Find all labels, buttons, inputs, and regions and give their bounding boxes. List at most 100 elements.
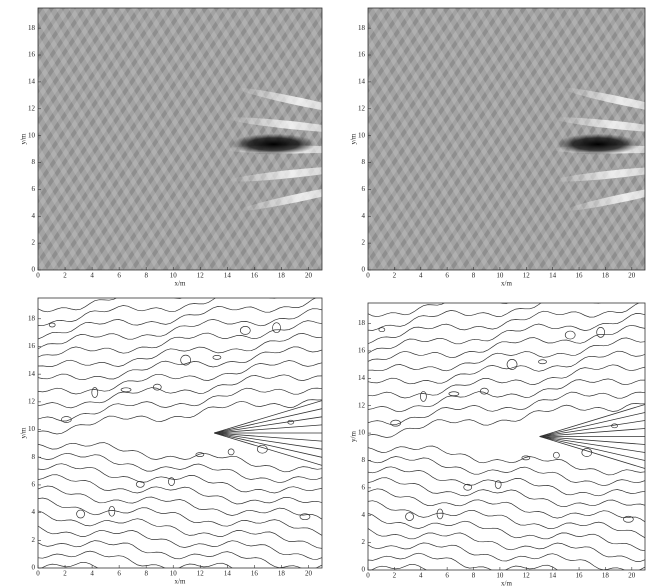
x-tick-label: 12 — [197, 570, 205, 578]
y-tick-label: 4 — [362, 212, 366, 220]
y-tick-label: 10 — [358, 429, 366, 437]
x-tick-label: 14 — [224, 570, 232, 578]
y-tick-label: 12 — [28, 397, 36, 405]
x-tick-label: 4 — [90, 272, 94, 280]
x-tick-label: 6 — [445, 272, 449, 280]
x-tick-label: 8 — [144, 272, 148, 280]
y-tick-label: 6 — [32, 185, 36, 193]
x-tick-label: 14 — [224, 272, 232, 280]
x-tick-label: 4 — [419, 272, 423, 280]
y-tick-label: 14 — [358, 374, 366, 382]
x-tick-label: 8 — [144, 570, 148, 578]
x-tick-label: 2 — [393, 272, 397, 280]
field — [368, 8, 653, 270]
x-tick-label: 20 — [628, 272, 636, 280]
y-tick-label: 14 — [28, 370, 36, 378]
y-tick-label: 8 — [362, 456, 366, 464]
x-tick-label: 10 — [496, 272, 504, 280]
y-tick-label: 18 — [358, 319, 366, 327]
x-tick-label: 16 — [251, 570, 259, 578]
y-tick-label: 4 — [32, 212, 36, 220]
y-tick-label: 6 — [32, 481, 36, 489]
x-tick-label: 6 — [117, 272, 121, 280]
y-tick-label: 0 — [362, 266, 366, 274]
x-axis-label: x/m — [501, 280, 512, 288]
x-tick-label: 8 — [472, 272, 476, 280]
panel: 0 2 4 6 8 10 12 14 16 18 20 0 2 4 6 8 10 12 14 16 18 x/m y/m — [350, 8, 653, 288]
y-tick-label: 18 — [358, 24, 366, 32]
panel: 0 2 4 6 8 10 12 14 16 18 20 0 2 4 6 8 10 12 14 16 18 x/m y/m — [20, 278, 322, 588]
y-tick-label: 6 — [362, 185, 366, 193]
x-tick-label: 6 — [117, 570, 121, 578]
y-tick-label: 12 — [358, 401, 366, 409]
y-tick-label: 16 — [358, 51, 366, 59]
y-tick-label: 2 — [32, 239, 36, 247]
x-tick-label: 14 — [549, 272, 557, 280]
y-tick-label: 2 — [362, 239, 366, 247]
y-tick-label: 12 — [28, 104, 36, 112]
y-tick-label: 0 — [32, 266, 36, 274]
y-tick-label: 8 — [32, 158, 36, 166]
x-tick-label: 12 — [523, 272, 531, 280]
y-tick-label: 8 — [32, 453, 36, 461]
y-tick-label: 8 — [362, 158, 366, 166]
x-tick-label: 12 — [197, 272, 205, 280]
y-tick-label: 14 — [28, 78, 36, 86]
y-tick-label: 2 — [362, 538, 366, 546]
x-tick-label: 6 — [445, 572, 449, 580]
x-tick-label: 4 — [90, 570, 94, 578]
x-tick-label: 2 — [393, 572, 397, 580]
y-axis-label: y/m — [350, 133, 358, 144]
x-tick-label: 2 — [63, 570, 67, 578]
x-axis-label: x/m — [501, 580, 512, 588]
x-tick-label: 16 — [576, 272, 584, 280]
x-tick-label: 10 — [496, 572, 504, 580]
figure: 02468101214161820024681012141618x/my/m02… — [0, 0, 653, 588]
y-tick-label: 6 — [362, 483, 366, 491]
x-tick-label: 10 — [170, 570, 178, 578]
y-tick-label: 16 — [28, 342, 36, 350]
x-axis-label: x/m — [175, 578, 186, 586]
x-tick-label: 0 — [36, 570, 40, 578]
x-tick-label: 12 — [523, 572, 531, 580]
y-tick-label: 10 — [358, 131, 366, 139]
y-tick-label: 12 — [358, 104, 366, 112]
x-tick-label: 18 — [278, 570, 286, 578]
x-tick-label: 18 — [602, 272, 610, 280]
x-tick-label: 0 — [366, 572, 370, 580]
x-tick-label: 8 — [472, 572, 476, 580]
y-tick-label: 4 — [362, 511, 366, 519]
y-axis-label: y/m — [350, 431, 358, 442]
wave-crest — [556, 134, 639, 155]
y-tick-label: 14 — [358, 78, 366, 86]
x-tick-label: 18 — [278, 272, 286, 280]
y-tick-label: 16 — [358, 347, 366, 355]
field — [38, 278, 322, 588]
x-tick-label: 20 — [305, 570, 313, 578]
x-tick-label: 2 — [63, 272, 67, 280]
y-axis-label: y/m — [20, 133, 28, 144]
x-tick-label: 20 — [305, 272, 313, 280]
y-tick-label: 10 — [28, 425, 36, 433]
x-tick-label: 16 — [251, 272, 259, 280]
x-axis-label: x/m — [175, 280, 186, 288]
y-tick-label: 16 — [28, 51, 36, 59]
x-tick-label: 18 — [602, 572, 610, 580]
y-tick-label: 0 — [362, 566, 366, 574]
field — [368, 283, 645, 588]
x-tick-label: 4 — [419, 572, 423, 580]
x-tick-label: 14 — [549, 572, 557, 580]
y-axis-label: y/m — [20, 427, 28, 438]
y-tick-label: 2 — [32, 536, 36, 544]
x-tick-label: 0 — [36, 272, 40, 280]
y-tick-label: 4 — [32, 508, 36, 516]
x-tick-label: 10 — [170, 272, 178, 280]
y-tick-label: 0 — [32, 564, 36, 572]
y-tick-label: 18 — [28, 24, 36, 32]
wave-crest — [231, 134, 316, 155]
y-tick-label: 18 — [28, 314, 36, 322]
y-tick-label: 10 — [28, 131, 36, 139]
x-tick-label: 0 — [366, 272, 370, 280]
